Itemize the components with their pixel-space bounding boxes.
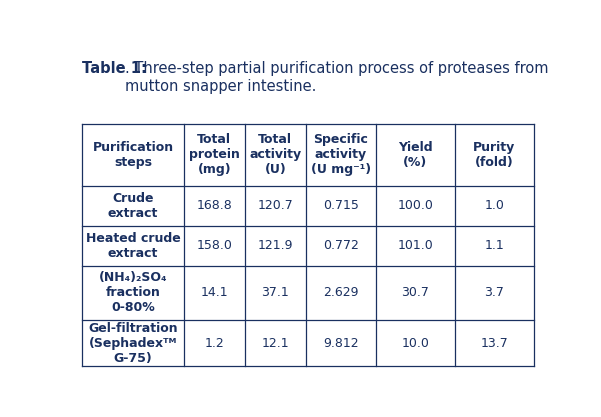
Text: Purity
(fold): Purity (fold) bbox=[473, 141, 516, 169]
Text: . Three-step partial purification process of proteases from
mutton snapper intes: . Three-step partial purification proces… bbox=[126, 61, 549, 94]
Text: Gel-filtration
(Sephadexᵀᴹ
G-75): Gel-filtration (Sephadexᵀᴹ G-75) bbox=[88, 322, 178, 365]
Text: 12.1: 12.1 bbox=[261, 337, 289, 350]
Text: 2.629: 2.629 bbox=[323, 286, 359, 299]
Text: 1.2: 1.2 bbox=[204, 337, 224, 350]
Text: 3.7: 3.7 bbox=[484, 286, 504, 299]
Text: Heated crude
extract: Heated crude extract bbox=[85, 232, 180, 260]
Text: 168.8: 168.8 bbox=[197, 199, 232, 212]
Text: Yield
(%): Yield (%) bbox=[398, 141, 433, 169]
Text: 158.0: 158.0 bbox=[197, 239, 232, 252]
Text: Total
activity
(U): Total activity (U) bbox=[249, 133, 301, 176]
Text: Total
protein
(mg): Total protein (mg) bbox=[189, 133, 240, 176]
Text: 1.1: 1.1 bbox=[484, 239, 504, 252]
Text: 1.0: 1.0 bbox=[484, 199, 504, 212]
Text: 14.1: 14.1 bbox=[201, 286, 228, 299]
Text: (NH₄)₂SO₄
fraction
0-80%: (NH₄)₂SO₄ fraction 0-80% bbox=[99, 271, 167, 314]
Text: Purification
steps: Purification steps bbox=[93, 141, 174, 169]
Text: 121.9: 121.9 bbox=[257, 239, 293, 252]
Text: 30.7: 30.7 bbox=[401, 286, 429, 299]
Text: 10.0: 10.0 bbox=[401, 337, 429, 350]
Text: 0.772: 0.772 bbox=[323, 239, 359, 252]
Text: Table 1:: Table 1: bbox=[82, 61, 147, 76]
Text: 9.812: 9.812 bbox=[323, 337, 359, 350]
Text: 101.0: 101.0 bbox=[397, 239, 433, 252]
Text: 0.715: 0.715 bbox=[323, 199, 359, 212]
Text: 100.0: 100.0 bbox=[397, 199, 433, 212]
Text: Crude
extract: Crude extract bbox=[108, 192, 158, 220]
Text: 13.7: 13.7 bbox=[481, 337, 508, 350]
Text: 120.7: 120.7 bbox=[257, 199, 293, 212]
Text: Specific
activity
(U mg⁻¹): Specific activity (U mg⁻¹) bbox=[311, 133, 371, 176]
Text: 37.1: 37.1 bbox=[261, 286, 289, 299]
